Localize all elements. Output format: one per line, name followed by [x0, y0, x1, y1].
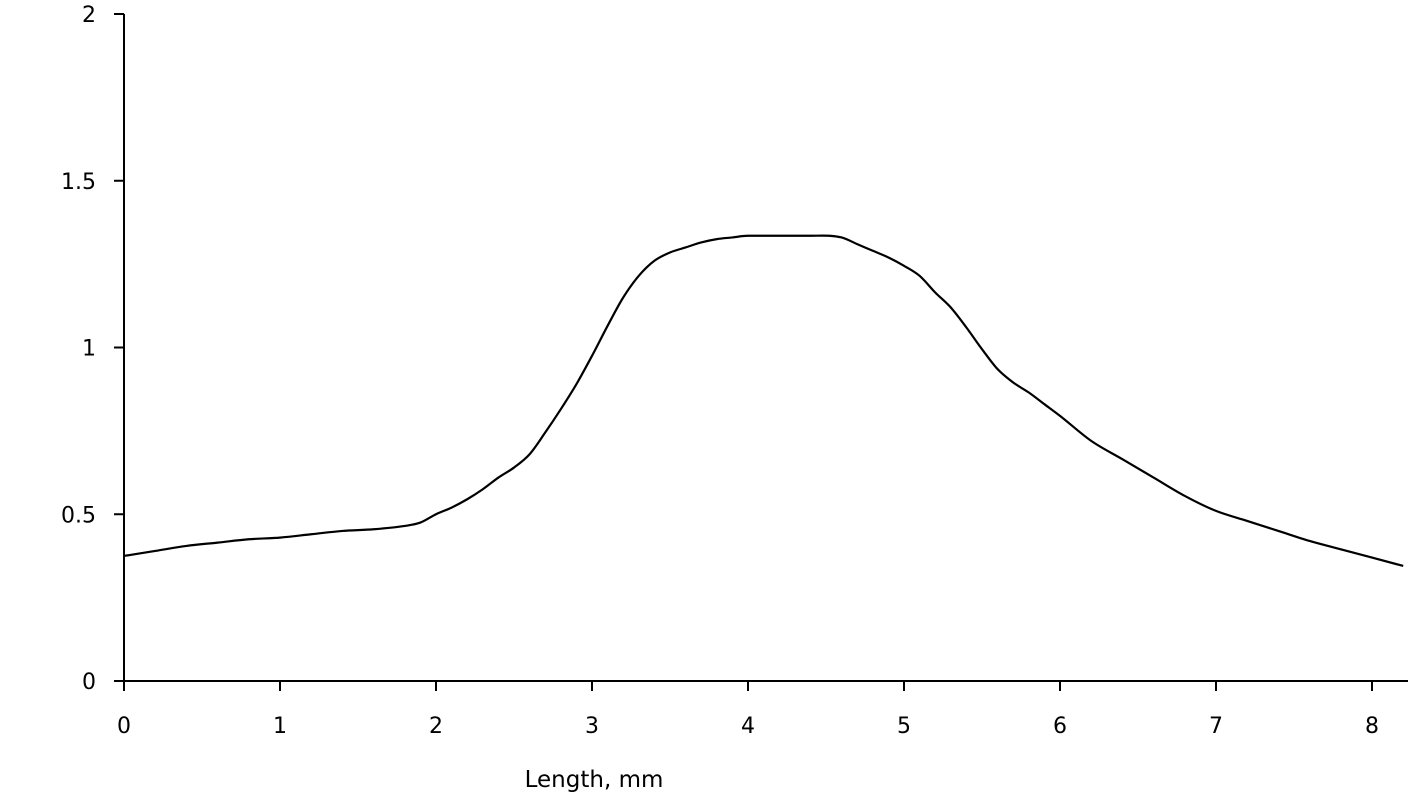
x-tick-label: 2: [429, 714, 443, 739]
y-tick-label: 0.5: [61, 503, 96, 528]
x-tick-label: 7: [1209, 714, 1223, 739]
x-tick-label: 1: [273, 714, 287, 739]
x-tick-label: 4: [741, 714, 755, 739]
x-tick-label: 5: [897, 714, 911, 739]
y-tick-label: 1.5: [61, 170, 96, 195]
x-tick-label: 6: [1053, 714, 1067, 739]
x-tick-label: 3: [585, 714, 599, 739]
x-tick-label: 8: [1365, 714, 1379, 739]
plot-area: 0 0.5 1 1.5 2 0 1 2 3 4 5 6 7 8: [61, 3, 1408, 739]
x-axis-title: Length, mm: [525, 767, 664, 793]
y-tick-label: 0: [82, 670, 96, 695]
series-line-0: [123, 234, 1404, 568]
x-tick-label: 0: [117, 714, 131, 739]
y-tick-label: 2: [82, 3, 96, 28]
y-tick-label: 1: [82, 337, 96, 362]
